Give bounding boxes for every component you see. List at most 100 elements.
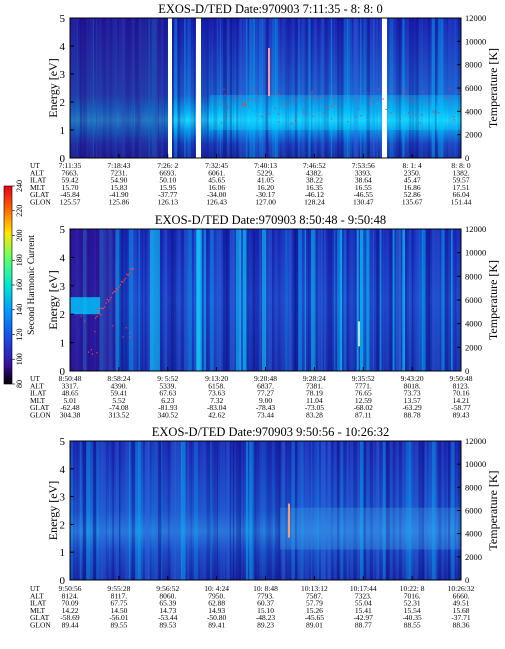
temperature-point <box>278 93 280 95</box>
spectrogram-streak <box>412 18 415 158</box>
orbit-value: 9:13:20 <box>205 374 228 383</box>
orbit-value: -73.05 <box>305 403 325 412</box>
temperature-tick-label: 6000 <box>465 506 482 516</box>
spectrogram-streak <box>259 229 262 371</box>
spectrogram-streak <box>154 18 159 158</box>
spectrogram-streak <box>158 18 160 158</box>
orbit-value: -30.17 <box>256 190 276 199</box>
orbit-value: 7663. <box>62 168 79 177</box>
spectrogram-streak <box>333 18 335 158</box>
spectrogram-streak <box>125 18 129 158</box>
spectrogram-streak <box>311 229 316 371</box>
energy-axis-label: Energy [eV] <box>46 481 60 540</box>
spectrogram-streak <box>200 18 204 158</box>
spectrogram-streak <box>184 18 186 158</box>
spectrogram-streak <box>405 18 410 158</box>
temperature-tick-label: 10000 <box>465 459 486 469</box>
spectrogram-streak <box>451 229 453 371</box>
spectrogram-streak <box>210 441 212 580</box>
spectrogram-streak <box>252 229 256 371</box>
temperature-tick-label: 0 <box>465 153 469 163</box>
orbit-value: -42.97 <box>354 613 374 622</box>
orbit-value: 127.00 <box>255 198 276 207</box>
temperature-point <box>331 118 333 120</box>
orbit-value: 14.22 <box>62 606 79 615</box>
temperature-point <box>98 312 101 315</box>
temperature-point <box>311 91 313 93</box>
colorbar-tick-label: 100 <box>15 353 24 365</box>
energy-tick-label: 5 <box>60 436 66 448</box>
temperature-point <box>291 123 293 125</box>
temperature-point <box>306 96 308 98</box>
spectrogram-streak <box>219 18 221 158</box>
spectrogram-streak <box>161 441 163 580</box>
spectrogram-streak <box>203 229 206 371</box>
spectrogram-streak <box>167 229 173 371</box>
high-intensity-column <box>236 229 241 371</box>
spectrogram-streak <box>213 441 216 580</box>
spectrogram-streak <box>246 229 251 371</box>
temperature-point <box>360 115 362 117</box>
orbit-value: -74.08 <box>109 403 129 412</box>
orbit-value: 340.52 <box>157 411 178 420</box>
energy-axis-label: Energy [eV] <box>46 58 60 117</box>
orbit-row-label: ALT <box>30 168 44 177</box>
spectrogram-streak <box>395 18 401 158</box>
temperature-point <box>330 106 333 108</box>
temperature-point <box>227 107 229 109</box>
spectrogram-streak <box>324 229 326 371</box>
temperature-point <box>96 315 98 317</box>
orbit-value: 59.41 <box>110 389 127 398</box>
spectrogram-streak <box>89 18 93 158</box>
orbit-value: -45.84 <box>60 190 80 199</box>
orbit-row-label: UT <box>30 374 40 383</box>
orbit-value: 9:20:48 <box>254 374 277 383</box>
spectrogram-streak <box>232 229 236 371</box>
temperature-tick-label: 12000 <box>465 436 486 446</box>
spectrogram-streak <box>79 441 82 580</box>
temperature-point <box>106 298 108 301</box>
spectrogram-streak <box>275 441 279 580</box>
orbit-value: 76.65 <box>355 389 372 398</box>
spectrogram-streak <box>294 229 299 371</box>
temperature-point <box>315 97 317 100</box>
orbit-value: 73.44 <box>257 411 274 420</box>
spectrogram-streak <box>200 441 205 580</box>
orbit-value: 73.63 <box>208 389 225 398</box>
spectrogram-streak <box>125 441 129 580</box>
temperature-point <box>274 107 276 109</box>
spectrogram-streak <box>428 18 430 158</box>
orbit-value: 9:56:52 <box>156 584 179 593</box>
orbit-value: 8: 8: 0 <box>451 161 470 170</box>
spectrogram-streak <box>454 18 459 158</box>
spectrogram-streak <box>180 229 186 371</box>
temperature-point <box>296 99 298 101</box>
colorbar-tick-label: 180 <box>15 254 24 266</box>
temperature-point <box>399 118 402 120</box>
temperature-point <box>321 95 323 98</box>
spectrogram-streak <box>425 18 427 158</box>
temperature-point <box>105 302 107 304</box>
temperature-point <box>306 113 308 116</box>
orbit-value: 15.95 <box>159 183 176 192</box>
spectrogram-streak <box>350 441 354 580</box>
spectrogram-streak <box>395 229 401 371</box>
spectrogram-streak <box>363 229 368 371</box>
orbit-row-label: MLT <box>30 396 46 405</box>
temperature-point <box>227 105 229 107</box>
temperature-point <box>326 107 328 109</box>
spectrogram-streak <box>210 18 212 158</box>
spectrogram-streak <box>239 441 242 580</box>
spectrogram-streak <box>314 229 318 371</box>
orbit-value: 15.26 <box>306 606 323 615</box>
spectrogram-streak <box>177 441 183 580</box>
spectrogram-streak <box>161 18 164 158</box>
orbit-value: 7:32:45 <box>205 161 228 170</box>
orbit-value: 60.37 <box>257 599 274 608</box>
temperature-point <box>111 292 114 294</box>
spectrogram-streak <box>285 229 288 371</box>
orbit-value: 38.64 <box>355 176 372 185</box>
spectrogram-streak <box>190 229 192 371</box>
temperature-point <box>312 115 314 117</box>
spectrogram-streak <box>360 18 362 158</box>
